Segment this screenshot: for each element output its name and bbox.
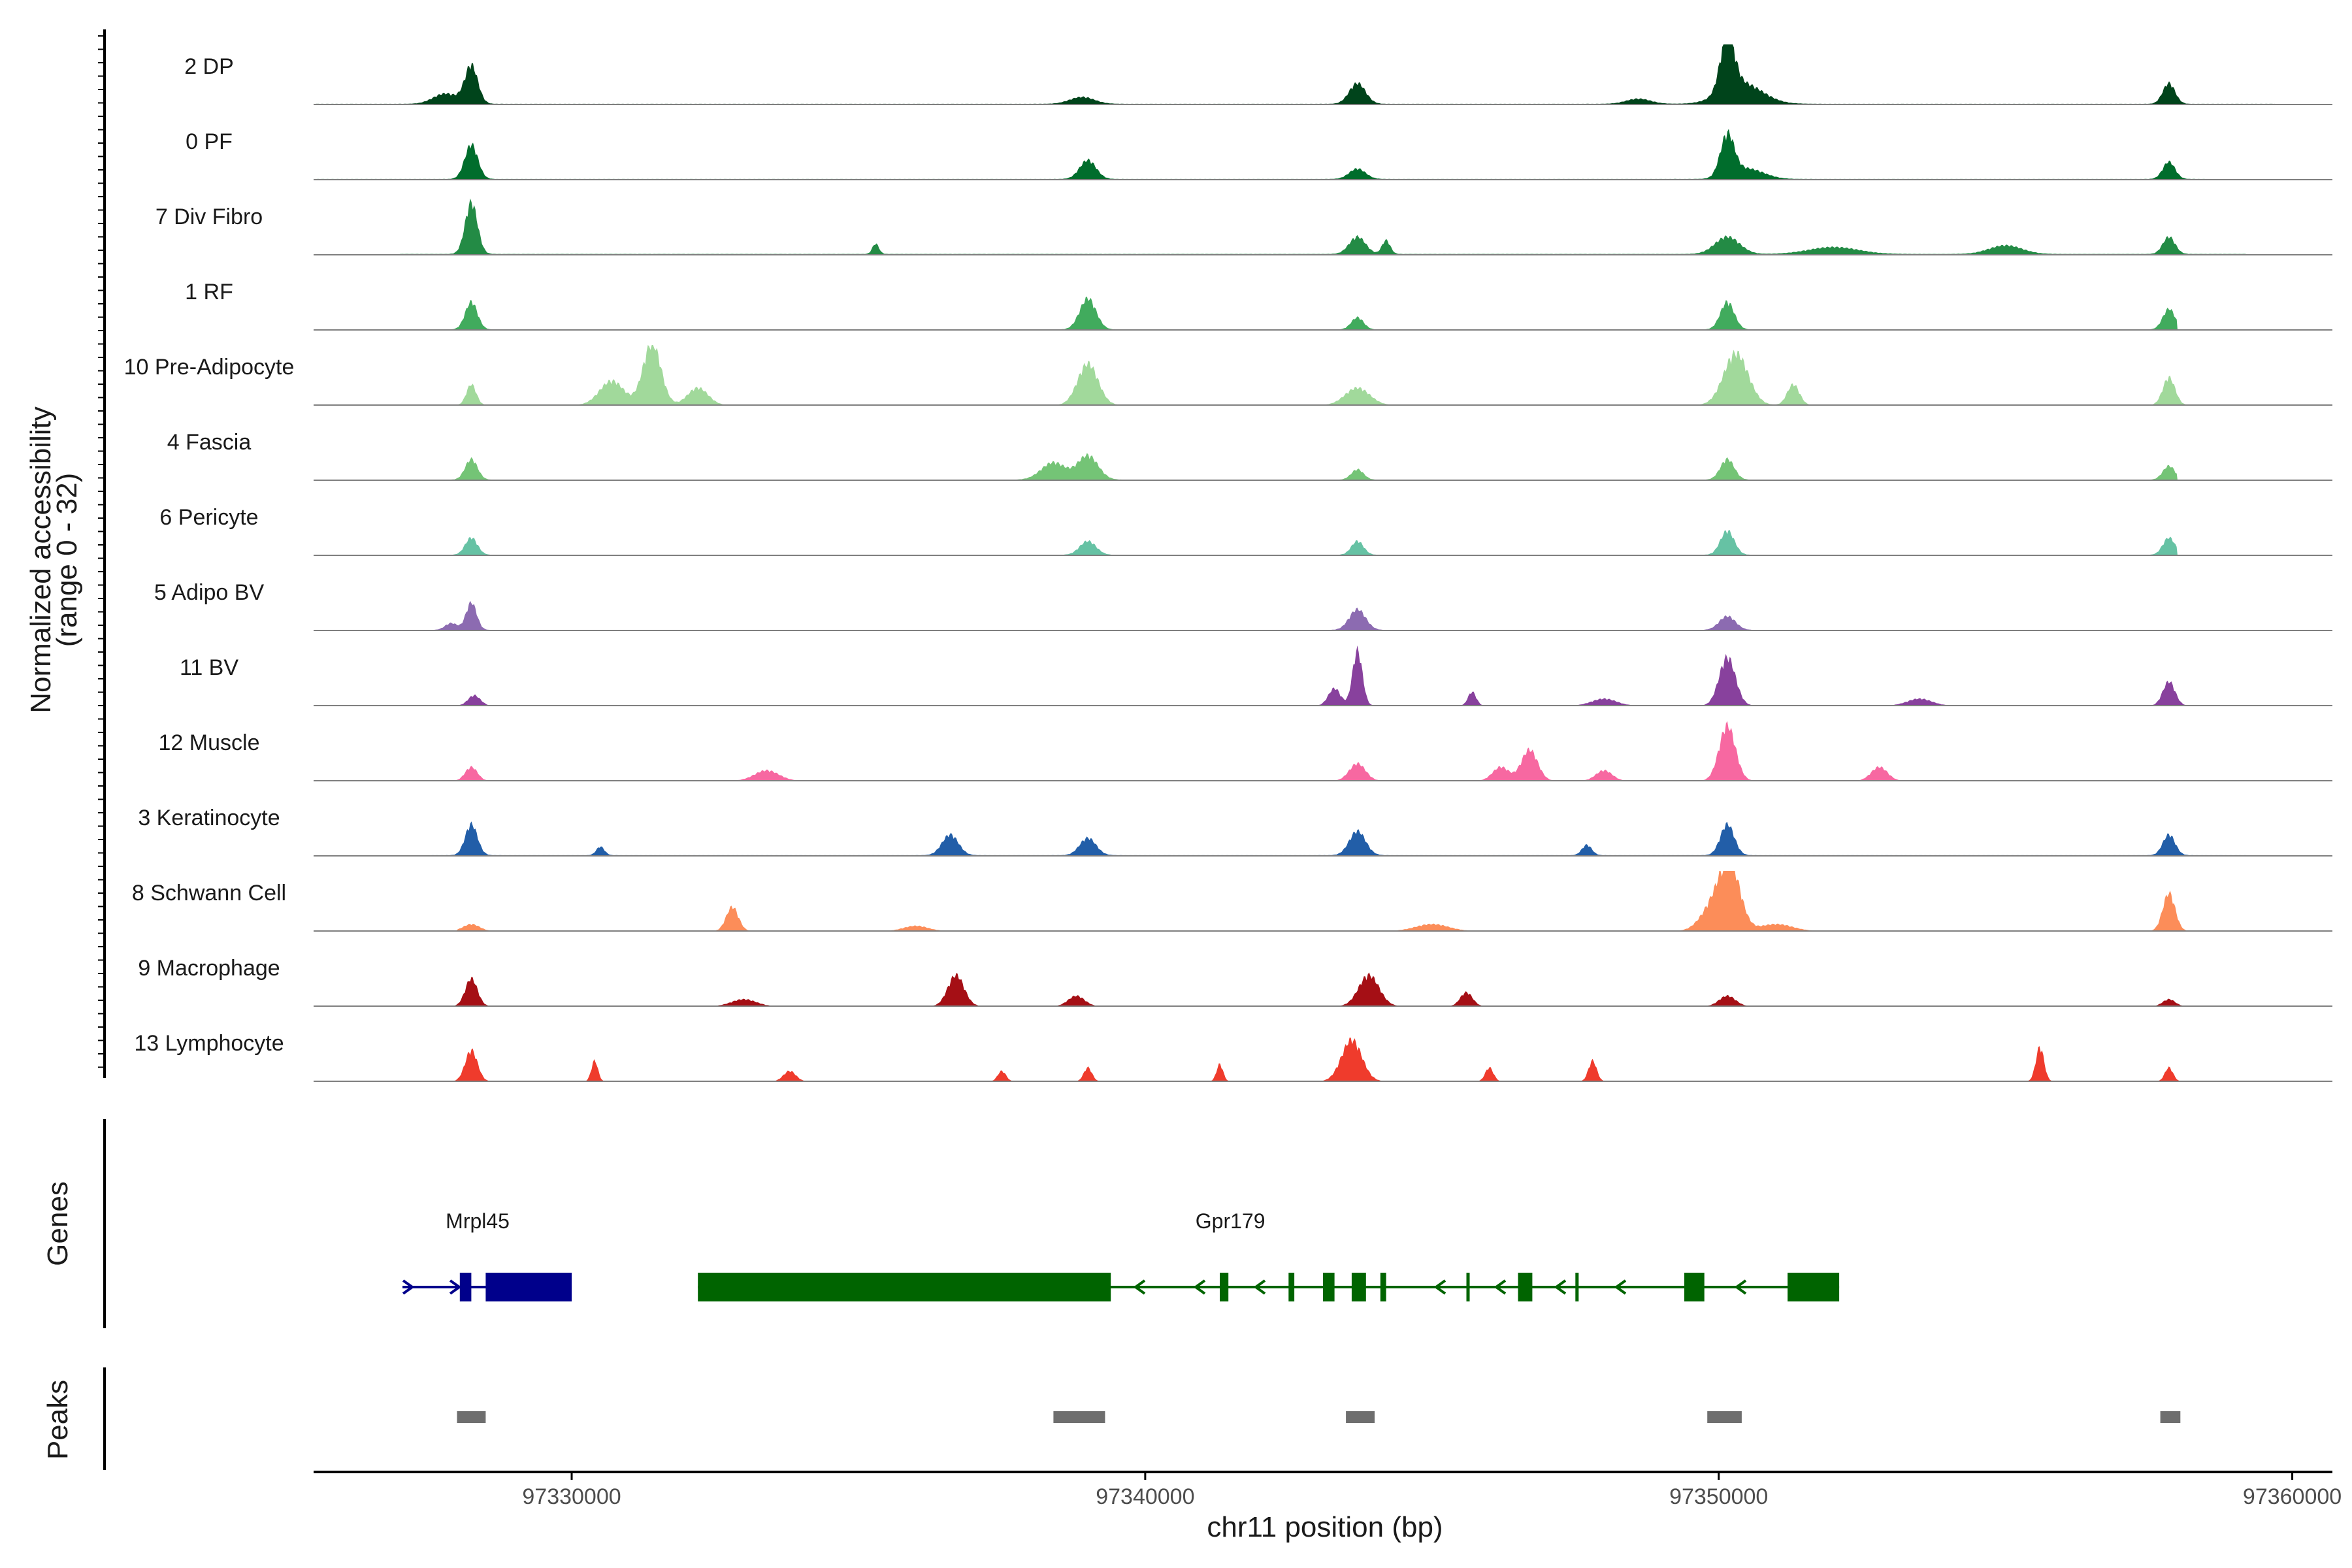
coverage-area [370,721,2235,781]
coverage-track: 12 Muscle [159,721,2332,781]
peak-region-bar [1346,1411,1375,1423]
x-tick-label: 97330000 [522,1484,621,1509]
gene-name-label: Mrpl45 [446,1209,510,1233]
coverage-area [399,453,2178,480]
y-axis-title: Normalized accessibility [25,406,57,713]
coverage-track: 3 Keratinocyte [138,806,2332,857]
peak-region-bar [2160,1411,2181,1423]
coverage-area [428,530,2178,555]
track-label: 4 Fascia [167,430,252,455]
gene-exon [1575,1273,1579,1301]
coverage-area [457,871,2189,931]
coverage-area [428,345,2270,405]
gene-exon [1788,1273,1840,1301]
gene-model: Mrpl45 [402,1209,572,1301]
y-axis-subtitle: (range 0 - 32) [51,473,83,647]
peaks-panel-title: Peaks [42,1380,74,1460]
coverage-area [314,44,2276,105]
coverage-track: 4 Fascia [167,430,2332,481]
track-label: 13 Lymphocyte [134,1031,284,1056]
coverage-area [428,1037,2206,1081]
gene-exon [1351,1273,1366,1301]
genes-panel-title: Genes [42,1181,74,1266]
coverage-area [428,600,2149,630]
track-label: 9 Macrophage [138,956,280,981]
coverage-track: 2 DP [184,44,2332,105]
track-label: 6 Pericyte [159,505,258,530]
strand-arrow [1554,1279,1567,1295]
track-label: 0 PF [186,129,233,154]
peak-region-bar [457,1411,486,1423]
peak-regions [457,1411,2181,1423]
track-label: 3 Keratinocyte [138,806,280,830]
strand-arrow [1494,1279,1507,1295]
coverage-area [399,296,2178,330]
coverage-track: 0 PF [186,129,2332,180]
track-label: 1 RF [185,280,233,304]
coverage-track: 10 Pre-Adipocyte [124,345,2332,406]
x-axis-ticks: 97330000 97340000 97350000 97360000 [522,1472,2342,1509]
strand-arrow [449,1279,462,1295]
gene-exon [1288,1273,1295,1301]
coverage-area [399,198,2247,255]
track-label: 10 Pre-Adipocyte [124,355,295,380]
strand-arrow [1253,1279,1266,1295]
gene-exon [698,1273,1111,1301]
strand-arrow [1193,1279,1206,1295]
coverage-track: 13 Lymphocyte [134,1031,2332,1082]
coverage-track: 11 BV [180,645,2332,706]
coverage-area [314,129,2206,180]
gene-exon [459,1273,472,1301]
gene-exon [1323,1273,1335,1301]
track-label: 2 DP [184,54,234,79]
peak-region-bar [1707,1411,1742,1423]
x-axis-title: chr11 position (bp) [1207,1511,1443,1543]
coverage-track: 5 Adipo BV [154,580,2332,631]
gene-model: Gpr179 [698,1209,1840,1301]
coverage-area [428,821,2247,856]
x-tick-label: 97340000 [1096,1484,1194,1509]
gene-exon [1466,1273,1470,1301]
gene-exon [1684,1273,1705,1301]
x-tick-label: 97350000 [1669,1484,1768,1509]
gene-exon [485,1273,572,1301]
gene-annotations: Mrpl45 Gpr179 [402,1209,1840,1301]
coverage-track: 1 RF [185,280,2332,331]
coverage-area [428,972,2253,1006]
coverage-track: 6 Pericyte [159,505,2332,556]
track-label: 7 Div Fibro [155,204,263,229]
coverage-track: 9 Macrophage [138,956,2332,1007]
strand-arrow [1433,1279,1446,1295]
strand-arrow [1614,1279,1627,1295]
track-label: 11 BV [180,655,238,680]
gene-exon [1220,1273,1229,1301]
coverage-y-axis-ticks [98,35,105,1068]
track-label: 12 Muscle [159,730,260,755]
peak-region-bar [1053,1411,1105,1423]
strand-arrow [1133,1279,1146,1295]
track-label: 5 Adipo BV [154,580,265,605]
x-tick-label: 97360000 [2243,1484,2342,1509]
gene-name-label: Gpr179 [1196,1209,1266,1233]
strand-arrow [1734,1279,1747,1295]
coverage-track: 8 Schwann Cell [132,871,2332,932]
track-label: 8 Schwann Cell [132,881,286,906]
gene-exon [1518,1273,1533,1301]
gene-exon [1380,1273,1386,1301]
coverage-track: 7 Div Fibro [155,198,2332,255]
coverage-tracks: 2 DP 0 PF 7 Div Fibro 1 RF 10 Pre-Adipocyte 4… [124,44,2332,1082]
strand-arrow [402,1279,415,1295]
coverage-area [428,645,2189,706]
